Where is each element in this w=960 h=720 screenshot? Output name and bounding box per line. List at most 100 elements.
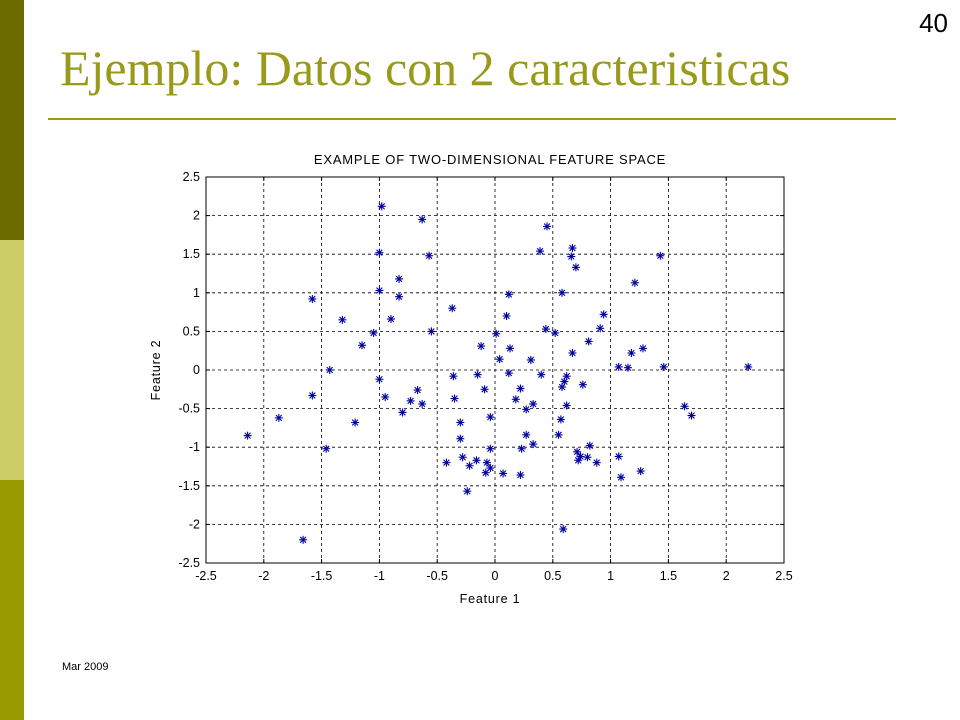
data-point-stroke	[451, 395, 458, 402]
data-point	[418, 215, 427, 224]
data-point-stroke	[568, 253, 575, 260]
data-point-stroke	[309, 392, 316, 399]
data-point	[274, 413, 283, 422]
x-tick-label: -1.5	[311, 569, 333, 583]
y-tick-label: -0.5	[178, 402, 200, 416]
title-divider	[48, 118, 896, 120]
data-point-stroke	[358, 342, 366, 349]
data-point	[558, 382, 567, 391]
chart-title: EXAMPLE OF TWO-DIMENSIONAL FEATURE SPACE	[314, 152, 666, 167]
y-axis-label: Feature 2	[149, 340, 163, 401]
data-point	[541, 325, 550, 334]
data-point-stroke	[600, 311, 607, 318]
data-point-stroke	[569, 244, 576, 252]
data-point	[617, 473, 626, 482]
data-point-stroke	[503, 312, 510, 320]
data-point	[529, 399, 538, 408]
data-point	[585, 441, 594, 450]
data-point-stroke	[418, 400, 426, 408]
data-point	[511, 395, 520, 404]
data-point-stroke	[378, 203, 386, 210]
data-point	[551, 328, 560, 337]
data-point	[578, 380, 587, 389]
data-point	[322, 444, 331, 453]
data-point	[472, 456, 481, 465]
data-point	[463, 487, 472, 496]
data-point	[308, 391, 317, 400]
data-point	[492, 329, 501, 338]
data-point-stroke	[457, 419, 464, 426]
data-point	[395, 292, 404, 301]
data-point-stroke	[617, 474, 625, 481]
data-point	[516, 384, 525, 393]
data-points	[243, 202, 753, 544]
data-point	[504, 369, 513, 378]
data-point-stroke	[615, 363, 622, 371]
data-point	[744, 362, 753, 371]
data-point-stroke	[624, 364, 632, 371]
x-tick-label: 0.5	[544, 569, 561, 583]
data-point	[638, 344, 647, 353]
data-point-stroke	[586, 442, 594, 449]
y-tick-label: 1	[193, 286, 200, 300]
data-point	[418, 399, 427, 408]
x-tick-label: 0	[492, 569, 499, 583]
data-point-stroke	[557, 416, 565, 423]
data-point-stroke	[466, 462, 473, 470]
data-point	[480, 385, 489, 394]
y-tick-label: 2.5	[183, 170, 200, 184]
data-point	[614, 362, 623, 371]
data-point-stroke	[522, 431, 530, 439]
data-point	[562, 401, 571, 410]
data-point-stroke	[518, 445, 525, 453]
data-point-stroke	[492, 330, 500, 338]
data-point-stroke	[450, 372, 457, 380]
data-point-stroke	[244, 432, 251, 439]
data-point	[571, 263, 580, 272]
data-point-stroke	[579, 381, 587, 388]
data-point-stroke	[529, 400, 537, 408]
y-tick-label: 0.5	[183, 324, 200, 338]
data-point-stroke	[376, 249, 383, 256]
data-point	[458, 453, 467, 462]
data-point	[398, 408, 407, 417]
data-point	[680, 402, 689, 411]
footer-date: Mar 2009	[62, 661, 109, 673]
y-tick-label: 0	[193, 363, 200, 377]
data-point-stroke	[395, 275, 403, 283]
data-point-stroke	[376, 375, 383, 383]
data-point	[427, 327, 436, 336]
data-point	[486, 413, 495, 422]
data-point	[567, 252, 576, 261]
data-point	[299, 535, 308, 544]
data-point-stroke	[615, 453, 622, 460]
data-point-stroke	[517, 471, 524, 479]
data-point-stroke	[457, 435, 464, 442]
data-point-stroke	[339, 316, 346, 324]
data-point	[338, 315, 347, 324]
data-point-stroke	[631, 279, 639, 287]
data-point	[630, 278, 639, 287]
data-point	[614, 452, 623, 461]
data-point-stroke	[299, 536, 307, 544]
data-point	[596, 324, 605, 333]
data-point	[687, 411, 696, 420]
data-point	[526, 355, 535, 364]
x-tick-label: -0.5	[426, 569, 448, 583]
data-point	[627, 349, 636, 358]
x-axis-label: Feature 1	[460, 592, 521, 606]
data-point-stroke	[459, 453, 466, 461]
data-point-stroke	[505, 291, 513, 298]
data-point-stroke	[473, 457, 480, 464]
data-point-stroke	[537, 371, 545, 378]
x-axis-ticks: -2.5 -2 -1.5 -1 -0.5 0 0.5 1 1.5 2 2.5	[195, 177, 793, 583]
data-point-stroke	[506, 345, 514, 352]
data-point	[358, 341, 367, 350]
data-point-stroke	[572, 264, 580, 271]
y-tick-label: 1.5	[183, 247, 200, 261]
data-point	[558, 288, 567, 297]
data-point-stroke	[660, 363, 668, 371]
data-point	[442, 458, 451, 467]
data-point-stroke	[628, 349, 635, 357]
